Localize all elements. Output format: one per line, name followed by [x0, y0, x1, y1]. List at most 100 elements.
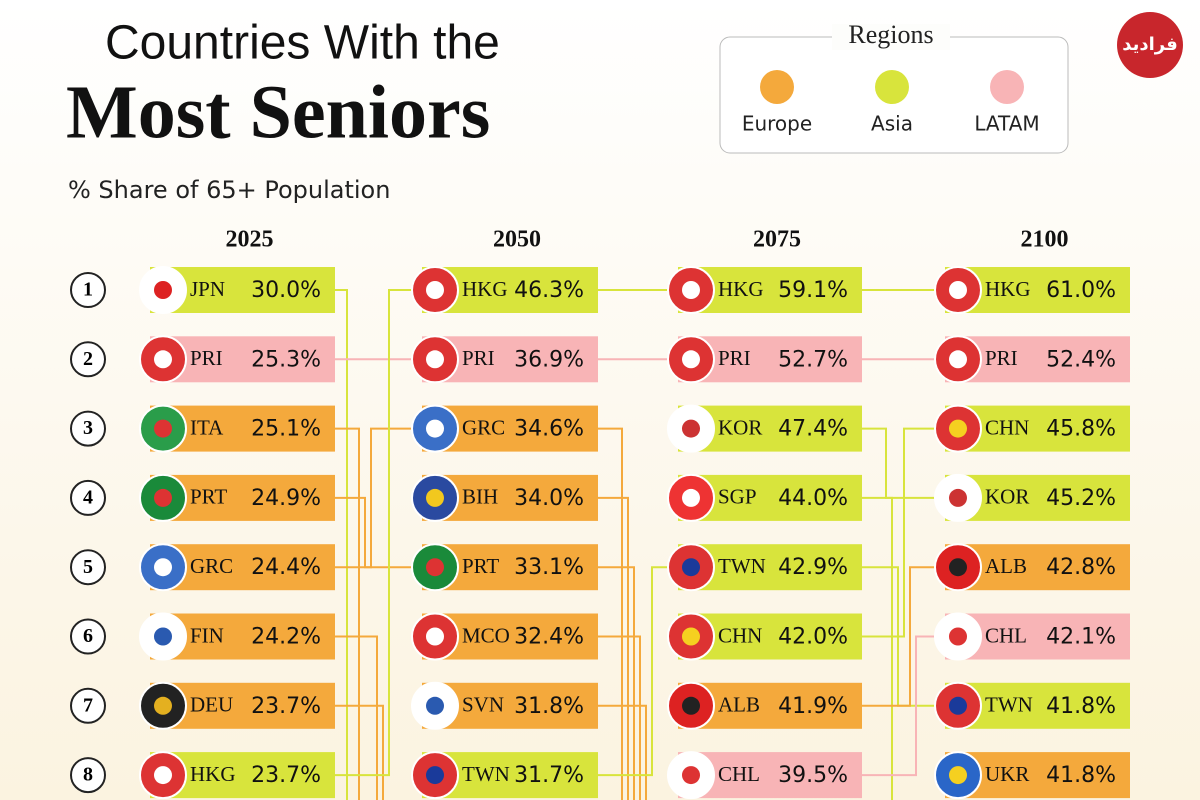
connector: [862, 427, 945, 499]
rank-label: 4: [83, 486, 93, 508]
logo-badge: [1117, 12, 1183, 78]
share-value: 25.3%: [251, 347, 321, 372]
subtitle: % Share of 65+ Population: [68, 176, 390, 204]
rank-circle: [70, 549, 106, 586]
flag-emblem: [682, 350, 700, 369]
legend-label: Europe: [742, 112, 812, 136]
country-code: SGP: [718, 485, 757, 509]
rank-circle: [70, 757, 106, 794]
share-value: 23.7%: [251, 763, 321, 788]
country-code: MCO: [462, 623, 510, 647]
connector: [335, 289, 422, 777]
connector: [335, 496, 422, 569]
rank-circle: [70, 272, 106, 308]
flag-emblem: [154, 488, 172, 507]
country-code: BIH: [462, 485, 498, 509]
title-line2: Most Seniors: [66, 70, 490, 154]
share-value: 36.9%: [514, 347, 584, 372]
rank-label: 2: [83, 348, 93, 370]
connector: [862, 427, 945, 638]
country-code: DEU: [190, 693, 233, 717]
flag-emblem: [949, 281, 967, 299]
flag-emblem: [154, 627, 172, 646]
share-value: 24.4%: [251, 555, 321, 580]
flag-emblem: [426, 558, 444, 577]
country-code: JPN: [190, 277, 225, 301]
share-value: 42.9%: [778, 555, 848, 580]
rank-circle: [70, 618, 106, 655]
flag-emblem: [426, 627, 444, 646]
flag-emblem: [949, 558, 967, 577]
rank-label: 7: [83, 694, 93, 716]
rank-label: 1: [83, 279, 93, 301]
flag-emblem: [154, 419, 172, 438]
flag-emblem: [949, 696, 967, 715]
connector: [598, 496, 629, 800]
rank-circle: [70, 687, 106, 724]
share-value: 42.0%: [778, 625, 848, 650]
connector: [598, 704, 647, 800]
legend-swatch: [875, 70, 909, 104]
column-year: 2025: [226, 227, 274, 253]
share-value: 45.2%: [1046, 486, 1116, 511]
share-value: 24.2%: [251, 625, 321, 650]
flag-emblem: [154, 350, 172, 369]
flag-emblem: [426, 350, 444, 369]
flag-emblem: [682, 558, 700, 577]
country-code: PRT: [190, 485, 227, 509]
share-value: 31.8%: [514, 694, 584, 719]
share-value: 32.4%: [514, 625, 584, 650]
connector: [598, 566, 678, 777]
connector: [862, 496, 893, 800]
connector: [862, 635, 945, 777]
country-code: GRC: [462, 415, 505, 439]
flag-emblem: [949, 766, 967, 785]
country-code: PRI: [462, 346, 495, 370]
connector: [335, 704, 384, 800]
country-code: KOR: [985, 485, 1029, 509]
share-value: 42.1%: [1046, 625, 1116, 650]
country-code: ALB: [985, 554, 1027, 578]
country-code: PRI: [985, 346, 1018, 370]
rank-circle: [70, 410, 106, 447]
share-value: 34.0%: [514, 486, 584, 511]
share-value: 42.8%: [1046, 555, 1116, 580]
legend-title: Regions: [848, 20, 933, 49]
country-code: HKG: [190, 762, 236, 786]
legend-swatch: [990, 70, 1024, 104]
flag-emblem: [154, 558, 172, 577]
country-code: CHN: [718, 623, 762, 647]
connector: [335, 427, 422, 569]
share-value: 41.8%: [1046, 763, 1116, 788]
connector: [862, 566, 945, 707]
share-value: 31.7%: [514, 763, 584, 788]
connector: [335, 427, 360, 800]
share-value: 44.0%: [778, 486, 848, 511]
share-value: 41.8%: [1046, 694, 1116, 719]
country-code: FIN: [190, 623, 224, 647]
flag-emblem: [426, 281, 444, 299]
country-code: PRI: [190, 346, 223, 370]
flag-emblem: [154, 696, 172, 715]
share-value: 23.7%: [251, 694, 321, 719]
flag-emblem: [426, 488, 444, 507]
country-code: CHL: [985, 623, 1027, 647]
share-value: 61.0%: [1046, 278, 1116, 303]
share-value: 45.8%: [1046, 417, 1116, 442]
flag-emblem: [154, 281, 172, 299]
country-code: SVN: [462, 693, 504, 717]
country-code: HKG: [462, 277, 508, 301]
flag-emblem: [949, 350, 967, 369]
rank-circle: [70, 479, 106, 516]
lines: [335, 289, 945, 800]
flag-emblem: [682, 766, 700, 785]
country-code: PRI: [718, 346, 751, 370]
flag-emblem: [682, 627, 700, 646]
country-code: CHL: [718, 762, 760, 786]
flag-emblem: [426, 766, 444, 785]
rank-label: 3: [83, 417, 93, 439]
legend-label: Asia: [871, 112, 913, 136]
connector: [598, 427, 623, 800]
flag-emblem: [949, 488, 967, 507]
country-code: TWN: [985, 693, 1033, 717]
